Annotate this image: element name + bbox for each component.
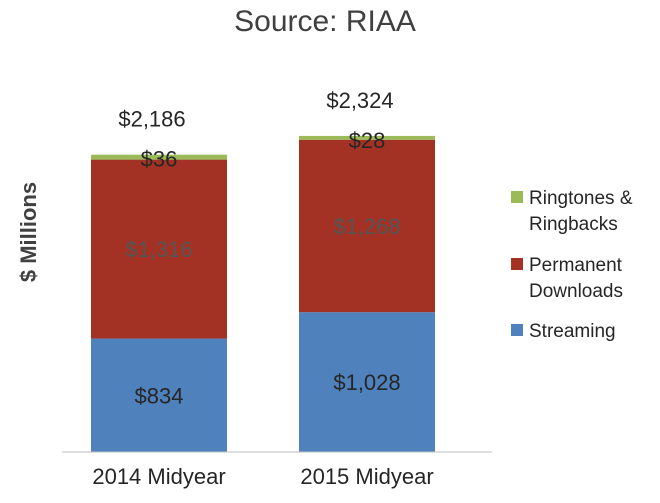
legend-ringtones-and-ringbacks-label: Ringtones & Ringbacks (529, 188, 633, 235)
bar-2015-midyear-permanent-downloads (299, 139, 435, 313)
legend-ringtones-and-ringbacks-swatch (511, 191, 523, 203)
bars-group: $834 $1,316 $36 $2,186 $1,028 $1,268 $28 $2,324 (91, 88, 435, 452)
bar-2014-midyear-ringtones-and-ringbacks (91, 154, 227, 160)
total-label-2014-midyear: $2,186 (118, 107, 185, 132)
bar-2015-midyear-ringtones-and-ringbacks (299, 135, 435, 140)
legend-streaming-label: Streaming (529, 321, 616, 342)
legend-streaming-swatch (511, 324, 523, 336)
bar-2014-midyear-ringtones-and-ringbacks-label: $36 (141, 147, 178, 172)
legend-permanent-downloads-swatch (511, 258, 523, 270)
x-tick-2014-midyear: 2014 Midyear (92, 464, 225, 489)
bar-2015-midyear-streaming-label: $1,028 (333, 370, 400, 395)
legend-streaming: Streaming (511, 321, 616, 342)
bar-2014-midyear-streaming (91, 338, 227, 452)
x-tick-2015-midyear: 2015 Midyear (300, 464, 433, 489)
bar-2015-midyear-ringtones-and-ringbacks-label: $28 (349, 128, 386, 153)
bar-2014-midyear-permanent-downloads (91, 159, 227, 339)
legend: Ringtones & Ringbacks Permanent Downloads St… (511, 188, 633, 342)
legend-permanent-downloads-label: Permanent Downloads (529, 255, 623, 302)
bar-2014-midyear-streaming-label: $834 (135, 383, 184, 408)
total-label-2015-midyear: $2,324 (326, 88, 393, 113)
bar-2014-midyear-permanent-downloads-label: $1,316 (125, 237, 192, 262)
chart-title: Source: RIAA (234, 5, 416, 38)
legend-permanent-downloads: Permanent Downloads (511, 255, 623, 302)
y-axis-label: $ Millions (16, 182, 41, 282)
bar-2015-midyear-permanent-downloads-label: $1,268 (333, 214, 400, 239)
x-tick-labels: 2014 Midyear 2015 Midyear (92, 464, 433, 489)
legend-ringtones-and-ringbacks: Ringtones & Ringbacks (511, 188, 633, 235)
bar-2015-midyear-streaming (299, 312, 435, 452)
